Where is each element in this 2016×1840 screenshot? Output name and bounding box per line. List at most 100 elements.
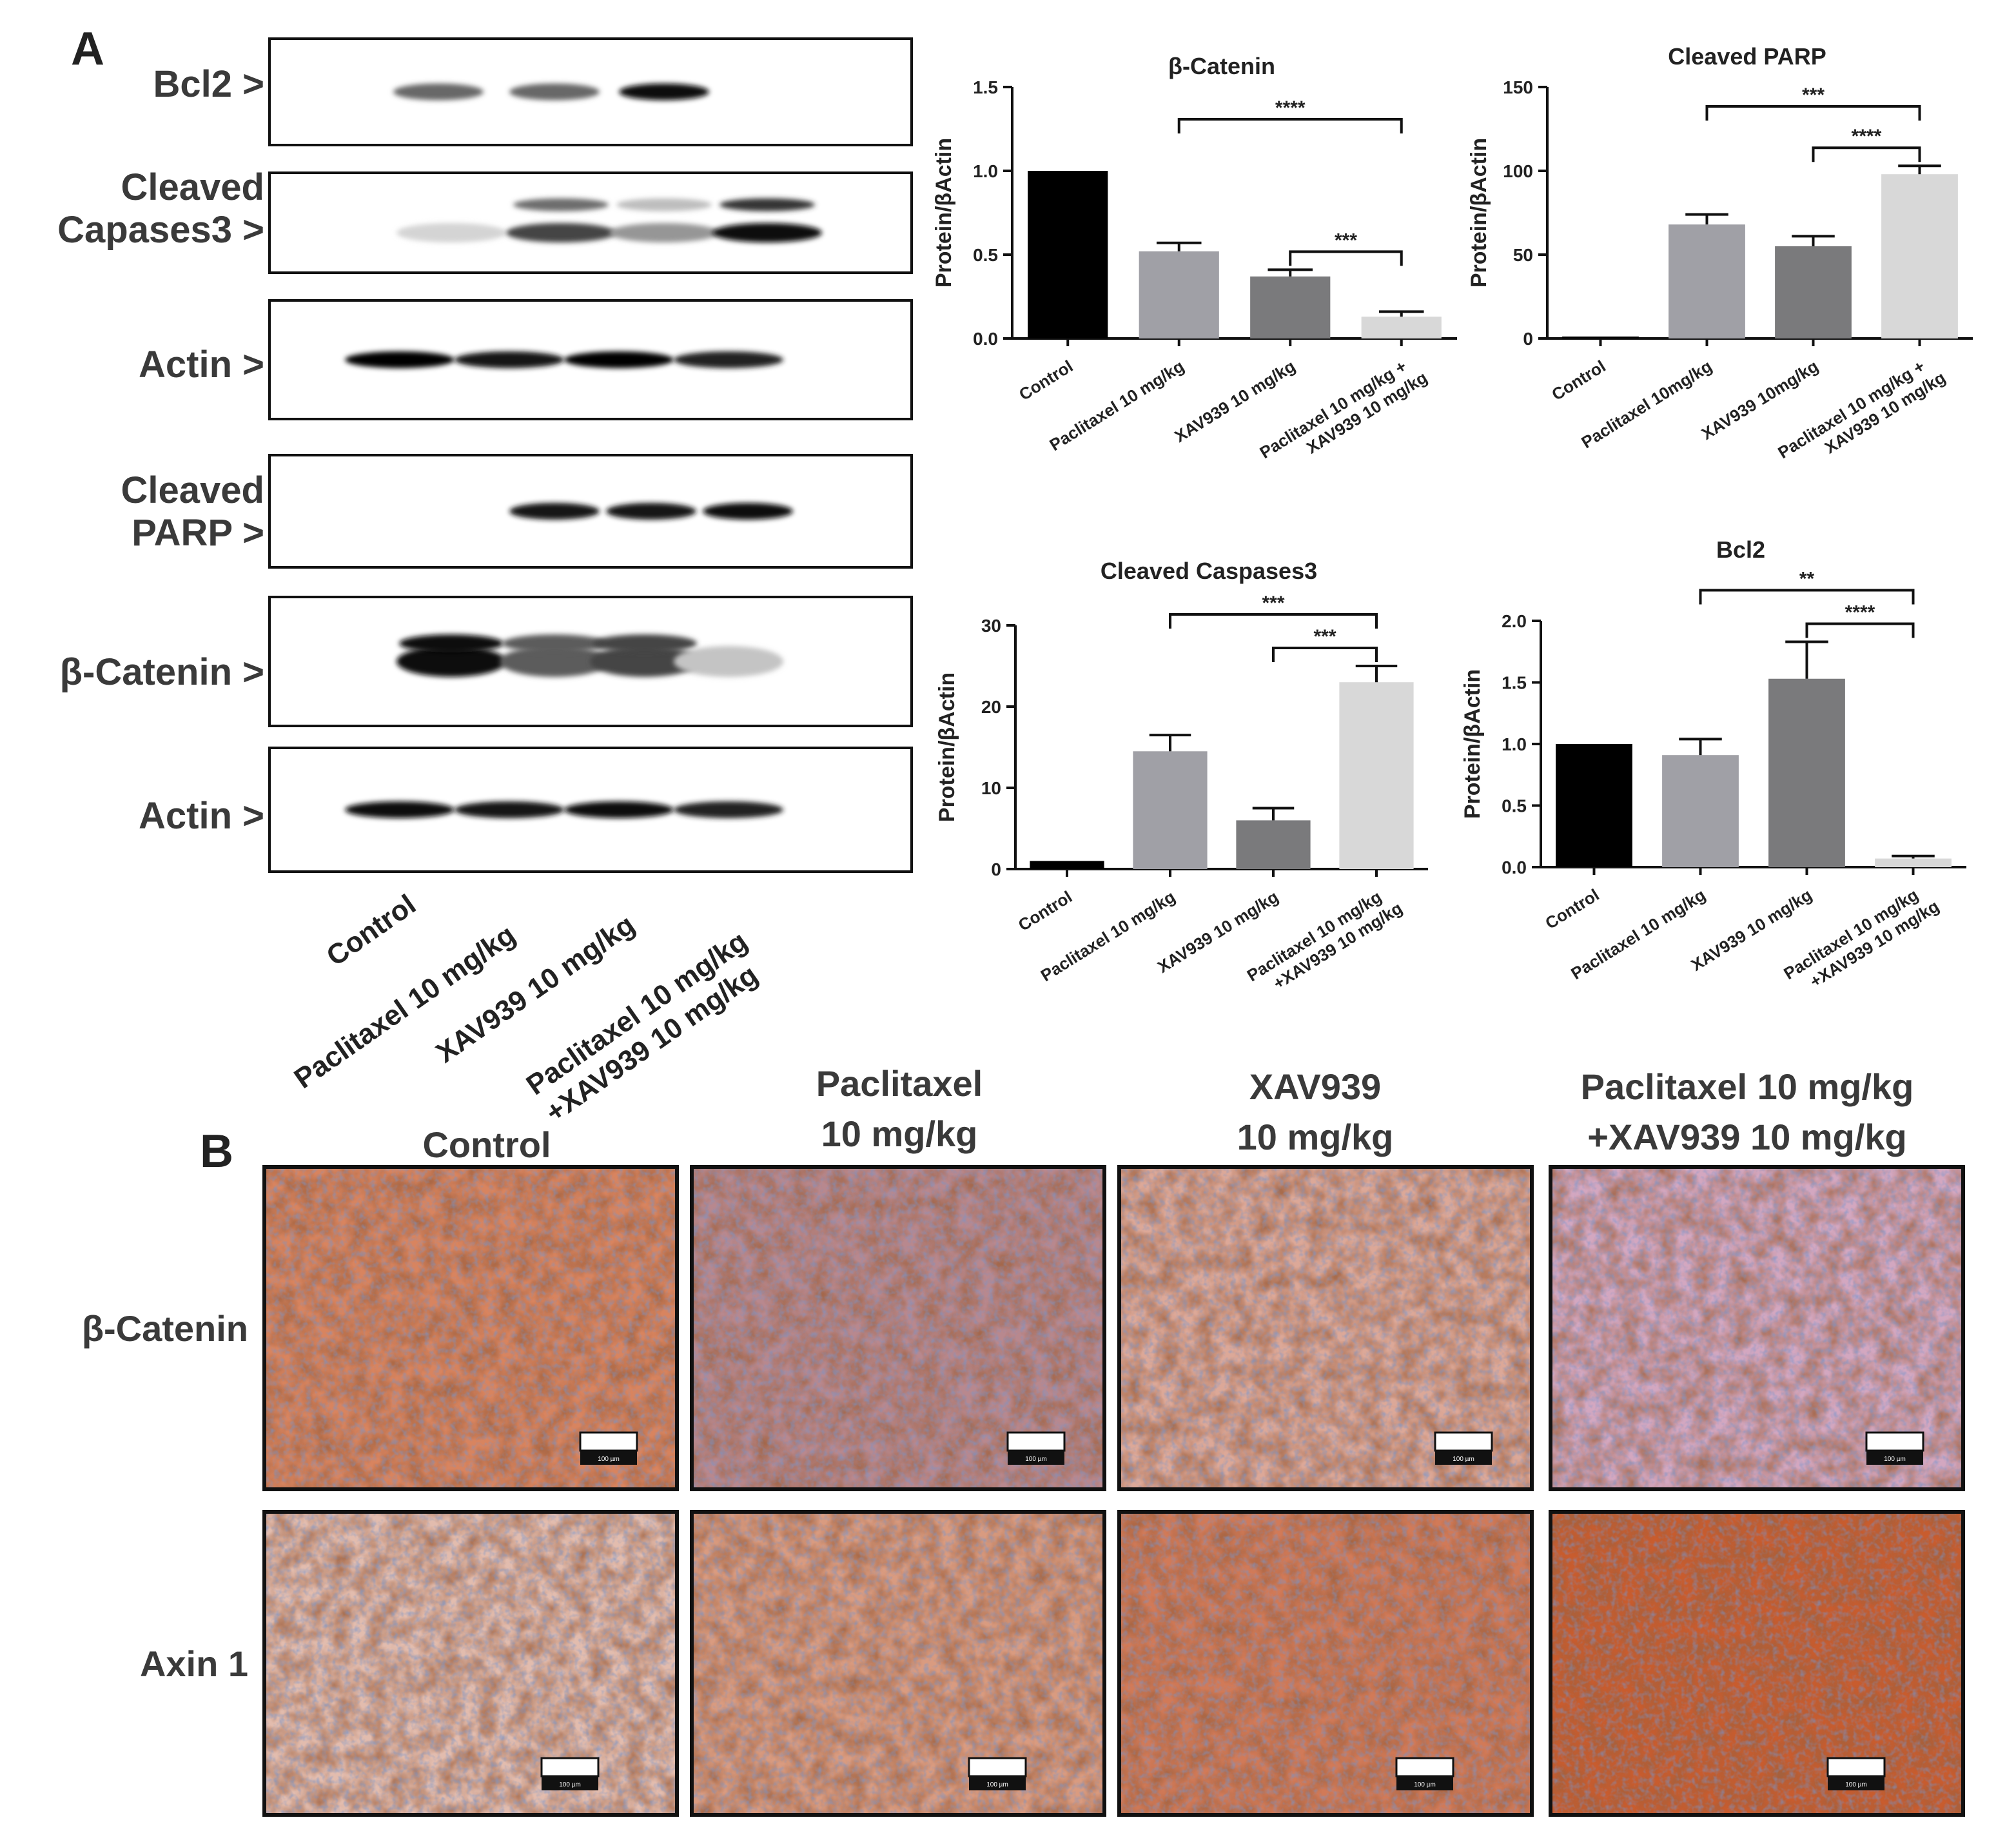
- scale-bar-label-bg: [1396, 1776, 1453, 1790]
- blot-band: [509, 503, 600, 520]
- significance-label: ***: [1262, 592, 1284, 614]
- ihc-frame: [262, 1165, 679, 1491]
- blot-row: Cleaved PARP >: [121, 454, 913, 569]
- significance-bracket: [1289, 250, 1403, 266]
- blot-band: [345, 801, 455, 818]
- bar-chart: Cleaved PARP Protein/βActin 0 50 100 150 Contr…: [1467, 43, 1973, 462]
- blot-band: [564, 351, 674, 368]
- y-tick-label: 2.0: [1502, 611, 1527, 631]
- blot-band: [609, 223, 719, 242]
- panel-label-a: A: [71, 23, 104, 75]
- ihc-image: 100 µm: [690, 1165, 1106, 1491]
- scale-bar-label-bg: [542, 1776, 598, 1790]
- blot-band: [674, 646, 783, 677]
- significance-bracket: [1705, 105, 1921, 121]
- blot-row-label: Actin >: [139, 795, 264, 837]
- x-tick-label: Control: [1548, 357, 1609, 404]
- bar: [1139, 251, 1219, 338]
- bar: [1028, 171, 1108, 338]
- ihc-column-label: Control: [422, 1124, 551, 1165]
- y-tick-label: 50: [1513, 245, 1533, 265]
- blot-band: [674, 801, 783, 818]
- blot-band: [606, 503, 696, 520]
- y-tick-label: 30: [981, 616, 1001, 636]
- chart-title: Cleaved Caspases3: [1101, 558, 1317, 584]
- scale-bar-label: 100 µm: [1453, 1456, 1474, 1463]
- blot-row-label: Actin >: [139, 344, 264, 386]
- bar: [1881, 174, 1958, 338]
- blot-band: [500, 646, 609, 677]
- chart-ylabel: Protein/βActin: [935, 672, 959, 822]
- y-tick-label: 1.5: [1502, 673, 1527, 693]
- x-tick-label: Control: [1015, 357, 1076, 404]
- blot-band: [509, 83, 600, 101]
- ihc-image: 100 µm: [1117, 1510, 1534, 1817]
- significance-bracket: [1812, 146, 1921, 162]
- y-tick-label: 0.0: [973, 329, 998, 349]
- ihc-frame: [262, 1510, 679, 1817]
- blot-band: [502, 634, 607, 652]
- scale-bar: [540, 1757, 600, 1777]
- scale-bar: [579, 1431, 638, 1452]
- blot-row: Cleaved Capases3 >: [57, 166, 913, 274]
- scale-bar-label: 100 µm: [1414, 1781, 1436, 1788]
- western-blot: Bcl2 > Cleaved Capases3 > Actin > Cleaved PAR…: [57, 37, 913, 873]
- blot-band: [592, 634, 697, 652]
- bar: [1361, 317, 1442, 338]
- ihc-image: 100 µm: [262, 1510, 679, 1817]
- bar: [1339, 682, 1414, 869]
- bar-chart: Cleaved Caspases3 Protein/βActin 0 10 20 30 Co…: [935, 558, 1428, 993]
- blot-row: β-Catenin >: [60, 596, 913, 727]
- y-tick-label: 1.0: [1502, 734, 1527, 754]
- scale-bar: [1826, 1757, 1886, 1777]
- chart-ylabel: Protein/βActin: [1467, 138, 1491, 288]
- ihc-row-label: β-Catenin: [82, 1308, 248, 1349]
- blot-band: [455, 801, 564, 818]
- scale-bar-label-bg: [969, 1776, 1026, 1790]
- ihc-image: 100 µm: [690, 1510, 1106, 1817]
- y-tick-label: 0: [1523, 329, 1533, 349]
- bar: [1133, 751, 1208, 869]
- x-tick-label: Control: [1015, 887, 1075, 935]
- bar: [1775, 246, 1852, 338]
- significance-label: **: [1799, 568, 1815, 589]
- ihc-nuclei: [264, 1512, 677, 1815]
- scale-bar: [968, 1757, 1027, 1777]
- significance-label: ***: [1335, 230, 1357, 251]
- significance-bracket: [1177, 118, 1403, 133]
- ihc-image: 100 µm: [262, 1165, 679, 1491]
- bar: [1662, 755, 1739, 867]
- blot-band: [712, 223, 822, 242]
- ihc-image: 100 µm: [1549, 1165, 1965, 1491]
- blot-band: [564, 801, 674, 818]
- blot-band: [393, 83, 484, 101]
- blot-band: [590, 646, 700, 677]
- blot-band: [619, 83, 709, 101]
- chart-ylabel: Protein/βActin: [932, 138, 956, 288]
- blot-band: [455, 351, 564, 368]
- blot-band: [396, 223, 506, 242]
- y-tick-label: 0.0: [1502, 857, 1527, 877]
- blot-band: [674, 351, 783, 368]
- panel-label-b: B: [200, 1126, 233, 1177]
- bar: [1875, 858, 1952, 867]
- ihc-frame: [690, 1165, 1106, 1491]
- blot-band: [399, 634, 504, 652]
- blot-frame: [268, 171, 913, 274]
- ihc-column-label: Paclitaxel 10 mg/kg +XAV939 10 mg/kg: [1581, 1066, 1914, 1157]
- scale-bar: [1434, 1431, 1493, 1452]
- blot-band: [719, 198, 815, 211]
- chart-title: β-Catenin: [1168, 53, 1275, 79]
- scale-bar-label: 100 µm: [1884, 1456, 1906, 1463]
- significance-label: ***: [1802, 84, 1825, 106]
- blot-band: [345, 351, 455, 368]
- ihc-nuclei: [1551, 1512, 1963, 1815]
- blot-row-label: β-Catenin >: [60, 651, 264, 693]
- blot-lane-label: Control: [321, 888, 422, 972]
- y-tick-label: 20: [981, 697, 1001, 717]
- y-tick-label: 0.5: [1502, 796, 1527, 816]
- scale-bar-label-bg: [1828, 1776, 1884, 1790]
- scale-bar: [1865, 1431, 1924, 1452]
